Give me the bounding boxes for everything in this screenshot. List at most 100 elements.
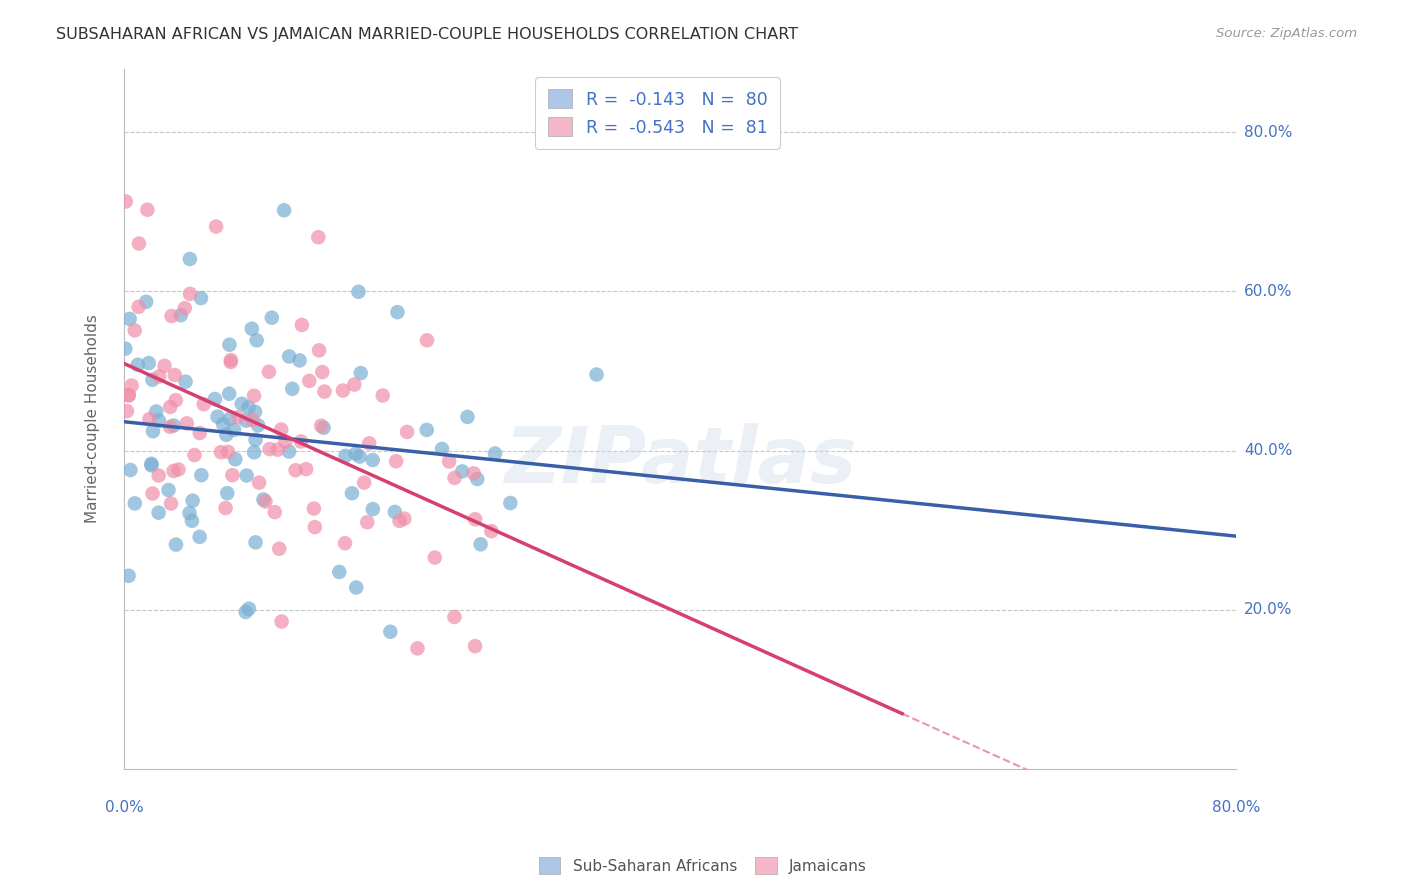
Point	[231, 397, 253, 411]
Point	[257, 365, 280, 379]
Point	[443, 610, 465, 624]
Point	[394, 511, 416, 525]
Text: 0.0%: 0.0%	[104, 799, 143, 814]
Point	[221, 468, 243, 483]
Point	[295, 462, 318, 476]
Text: SUBSAHARAN AFRICAN VS JAMAICAN MARRIED-COUPLE HOUSEHOLDS CORRELATION CHART: SUBSAHARAN AFRICAN VS JAMAICAN MARRIED-C…	[56, 27, 799, 42]
Text: 80.0%: 80.0%	[1212, 799, 1260, 814]
Point	[243, 389, 266, 403]
Point	[243, 445, 266, 459]
Point	[304, 520, 326, 534]
Point	[218, 386, 240, 401]
Point	[585, 368, 607, 382]
Point	[371, 388, 394, 402]
Point	[269, 541, 291, 556]
Point	[263, 505, 285, 519]
Point	[141, 458, 163, 473]
Point	[148, 369, 170, 384]
Point	[384, 505, 406, 519]
Point	[464, 639, 486, 653]
Point	[176, 417, 198, 431]
Point	[291, 318, 314, 332]
Point	[240, 413, 263, 427]
Point	[359, 436, 381, 450]
Point	[243, 405, 266, 419]
Point	[148, 506, 170, 520]
Point	[167, 462, 190, 476]
Point	[259, 442, 281, 456]
Point	[128, 236, 150, 251]
Point	[333, 536, 356, 550]
Point	[349, 450, 371, 464]
Point	[165, 538, 187, 552]
Point	[278, 444, 301, 458]
Point	[340, 486, 363, 500]
Point	[224, 452, 246, 467]
Point	[350, 366, 373, 380]
Point	[121, 378, 143, 392]
Point	[288, 353, 311, 368]
Point	[188, 425, 211, 440]
Point	[118, 388, 141, 402]
Point	[141, 373, 163, 387]
Point	[174, 375, 197, 389]
Point	[380, 624, 402, 639]
Point	[148, 413, 170, 427]
Point	[451, 464, 474, 478]
Point	[205, 219, 228, 234]
Point	[416, 333, 439, 347]
Point	[165, 393, 187, 408]
Point	[356, 515, 378, 529]
Point	[162, 418, 184, 433]
Point	[179, 286, 201, 301]
Point	[235, 605, 257, 619]
Point	[314, 384, 336, 399]
Point	[138, 356, 160, 370]
Legend: Sub-Saharan Africans, Jamaicans: Sub-Saharan Africans, Jamaicans	[533, 851, 873, 880]
Point	[290, 434, 312, 449]
Point	[120, 463, 142, 477]
Point	[142, 424, 165, 438]
Point	[222, 423, 245, 437]
Point	[479, 524, 502, 538]
Point	[464, 512, 486, 526]
Point	[430, 442, 453, 456]
Point	[465, 472, 488, 486]
Point	[114, 194, 136, 209]
Point	[361, 453, 384, 467]
Point	[484, 446, 506, 460]
Point	[240, 322, 263, 336]
Point	[270, 615, 292, 629]
Point	[118, 312, 141, 326]
Point	[118, 388, 141, 402]
Point	[219, 353, 242, 368]
Point	[180, 514, 202, 528]
Point	[160, 309, 183, 323]
Point	[207, 409, 229, 424]
Point	[117, 569, 139, 583]
Point	[309, 418, 332, 433]
Text: 40.0%: 40.0%	[1244, 443, 1292, 458]
Point	[281, 382, 304, 396]
Point	[235, 414, 257, 428]
Point	[406, 641, 429, 656]
Point	[332, 384, 354, 398]
Point	[456, 409, 478, 424]
Point	[470, 537, 492, 551]
Point	[353, 475, 375, 490]
Point	[311, 365, 333, 379]
Text: 20.0%: 20.0%	[1244, 602, 1292, 617]
Point	[179, 506, 201, 520]
Point	[396, 425, 419, 439]
Point	[190, 291, 212, 305]
Point	[247, 418, 270, 433]
Point	[124, 323, 146, 337]
Text: ZIPatlas: ZIPatlas	[503, 423, 856, 499]
Point	[238, 601, 260, 615]
Point	[335, 449, 357, 463]
Text: 60.0%: 60.0%	[1244, 284, 1292, 299]
Point	[344, 447, 367, 461]
Point	[416, 423, 439, 437]
Point	[343, 377, 366, 392]
Point	[361, 502, 384, 516]
